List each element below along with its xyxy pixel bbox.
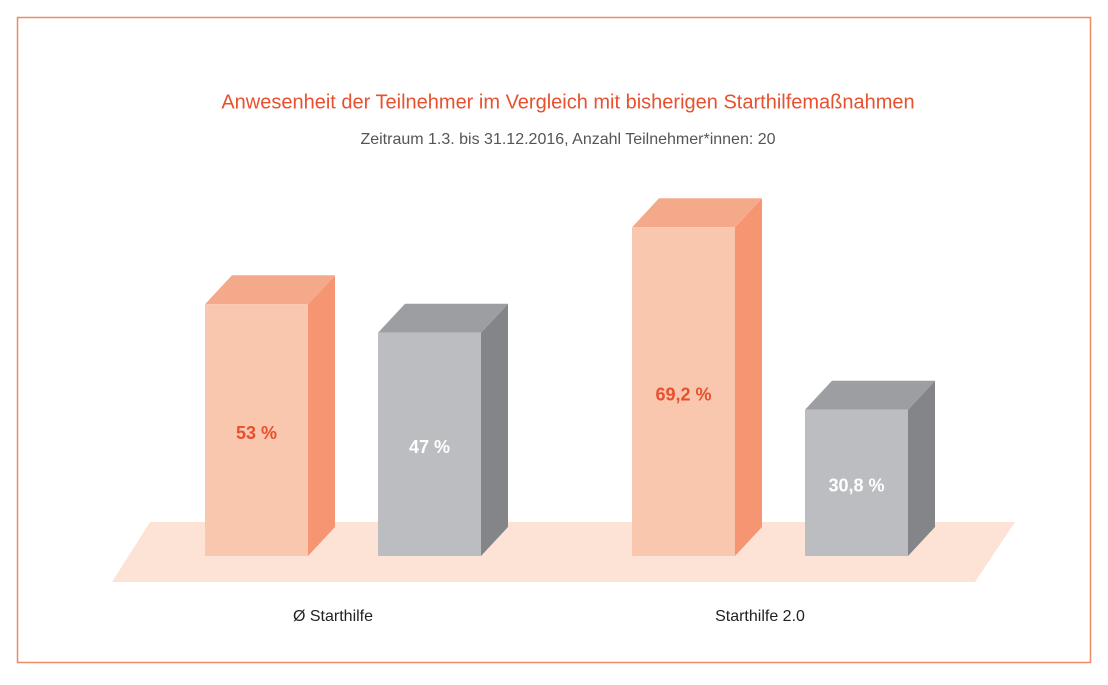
floor	[112, 522, 1015, 582]
bar	[805, 409, 908, 556]
bar	[205, 304, 308, 556]
bar-top	[632, 198, 762, 228]
bar	[378, 332, 481, 556]
bar-side	[908, 380, 935, 556]
chart-title: Anwesenheit der Teilnehmer im Vergleich …	[221, 91, 914, 113]
value-label: 53 %	[236, 423, 277, 443]
bar-top	[805, 380, 935, 410]
chart-subtitle: Zeitraum 1.3. bis 31.12.2016, Anzahl Tei…	[360, 131, 775, 148]
bar-top	[378, 303, 508, 333]
value-label: 69,2 %	[655, 384, 711, 404]
bar-side	[481, 303, 508, 556]
bar-side	[308, 275, 335, 556]
bar-top	[205, 275, 335, 305]
x-tick-label: Starthilfe 2.0	[715, 608, 805, 625]
value-label: 47 %	[409, 437, 450, 457]
x-tick-label: Ø Starthilfe	[293, 608, 373, 625]
value-label: 30,8 %	[828, 476, 884, 496]
bar	[632, 227, 735, 557]
bar-side	[735, 198, 762, 557]
